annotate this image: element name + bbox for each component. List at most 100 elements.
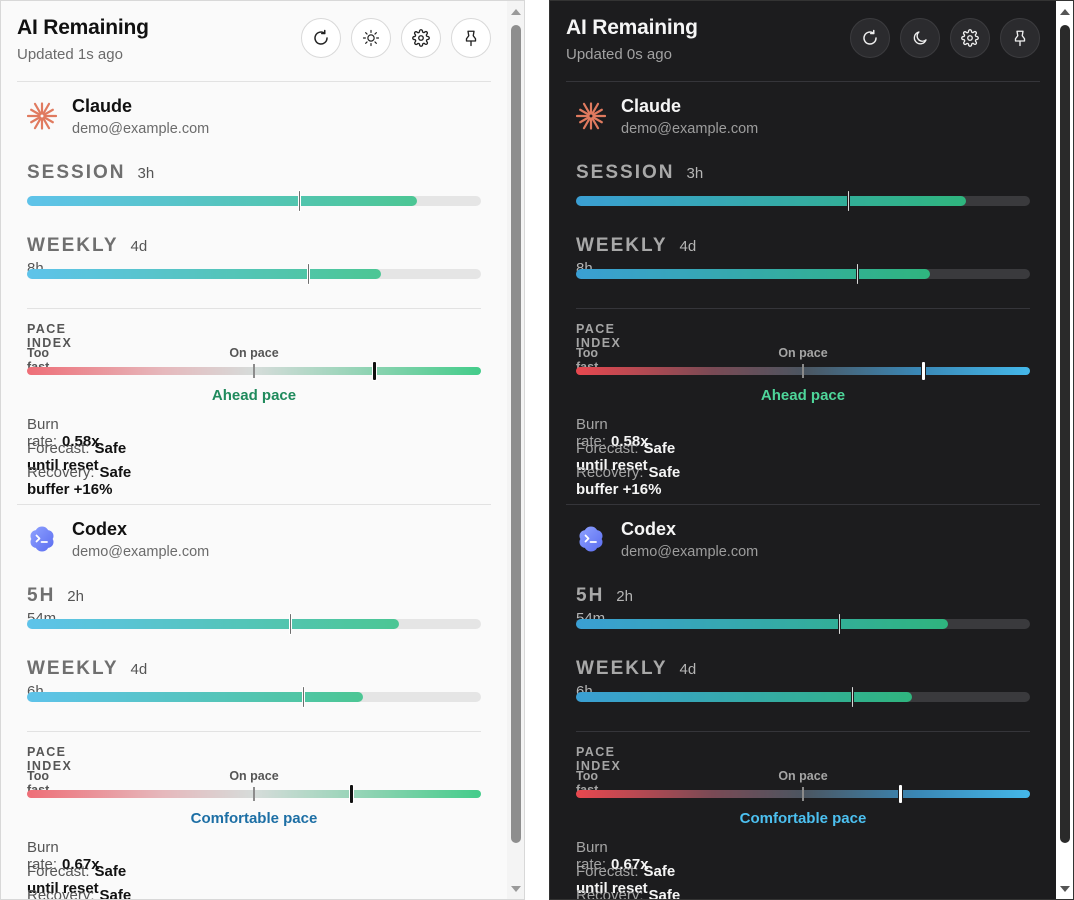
stat-row: Forecast: Safe until reset: [27, 440, 126, 474]
provider-divider: [17, 504, 491, 505]
pace-index-title: PACE INDEX: [27, 322, 73, 350]
stat-value: 0.67x: [62, 856, 100, 873]
pace-status: Comfortable pace: [190, 810, 318, 827]
stat-row: Burn rate: 0.58x: [27, 416, 100, 450]
pace-track: [576, 361, 1030, 381]
usage-bar: [27, 190, 481, 212]
theme-toggle-button[interactable]: [900, 18, 940, 58]
refresh-icon: [314, 29, 328, 45]
usage-bar-elapsed-marker: [302, 686, 306, 708]
provider-divider: [566, 504, 1040, 505]
provider-name: Codex: [72, 519, 128, 539]
header-divider: [566, 81, 1040, 82]
pace-on-pace-tick: [802, 787, 804, 801]
pace-index-title: PACE INDEX: [576, 745, 622, 773]
metric-reset-time: 3h: [137, 165, 155, 182]
usage-bar: [576, 190, 1030, 212]
codex-logo-icon: [579, 526, 603, 552]
metric-name: 5H: [576, 585, 605, 606]
provider-logo: [27, 524, 57, 554]
pace-scale-mid-label: On pace: [778, 769, 828, 783]
stat-key: Burn rate:: [576, 839, 608, 873]
moon-icon: [913, 31, 927, 45]
provider-email: demo@example.com: [72, 544, 210, 560]
pin-icon: [465, 30, 477, 47]
pace-status: Comfortable pace: [739, 810, 867, 827]
metric-name: 5H: [27, 585, 56, 606]
scroll-thumb[interactable]: [511, 25, 521, 843]
pace-status: Ahead pace: [760, 387, 846, 404]
widget-panel-light: AI Remaining Updated 1s ago Claude demo@e…: [0, 0, 525, 900]
panel-gap: [525, 0, 549, 900]
scroll-down-arrow[interactable]: [1060, 886, 1070, 892]
provider-name: Claude: [72, 96, 133, 116]
pin-button[interactable]: [451, 18, 491, 58]
refresh-button[interactable]: [301, 18, 341, 58]
stat-value: Safe buffer +16%: [576, 464, 681, 498]
scroll-up-arrow[interactable]: [511, 9, 521, 15]
codex-logo-icon: [30, 526, 54, 552]
pace-divider: [27, 731, 481, 732]
stat-value: Safe until reset: [576, 863, 676, 897]
scrollbar[interactable]: [1056, 1, 1073, 899]
stat-value: Safe buffer +16%: [27, 464, 132, 498]
metric-name: WEEKLY: [27, 235, 119, 256]
scroll-thumb[interactable]: [1060, 25, 1070, 843]
pace-divider: [576, 308, 1030, 309]
provider-logo: [26, 101, 58, 131]
pace-marker: [371, 361, 377, 381]
usage-bar-fill: [27, 269, 382, 279]
metric-reset-time: 3h: [686, 165, 704, 182]
usage-bar: [27, 263, 481, 285]
pin-button[interactable]: [1000, 18, 1040, 58]
stat-key: Recovery:: [576, 464, 644, 481]
gear-icon: [412, 29, 430, 47]
usage-bar-elapsed-marker: [297, 190, 301, 212]
stat-row: Forecast: Safe until reset: [576, 440, 675, 474]
pace-index-title: PACE INDEX: [27, 745, 73, 773]
settings-button[interactable]: [401, 18, 441, 58]
stat-value: 0.67x: [611, 856, 649, 873]
scrollbar[interactable]: [507, 1, 524, 899]
usage-bar-fill: [576, 619, 949, 629]
usage-bar-elapsed-marker: [837, 613, 841, 635]
usage-bar: [576, 686, 1030, 708]
claude-logo-icon: [26, 102, 58, 130]
provider-email: demo@example.com: [621, 544, 759, 560]
stat-row: Recovery: Safe buffer +13%: [576, 887, 681, 900]
pace-marker: [349, 784, 355, 804]
gear-icon: [961, 29, 979, 47]
stat-value: 0.58x: [611, 433, 649, 450]
claude-logo-icon: [575, 102, 607, 130]
provider-email: demo@example.com: [72, 121, 210, 137]
scroll-up-arrow[interactable]: [1060, 9, 1070, 15]
stat-value: Safe buffer +13%: [648, 887, 681, 900]
pace-status: Ahead pace: [211, 387, 297, 404]
stat-key: Burn rate:: [576, 416, 608, 450]
pace-track: [27, 784, 481, 804]
theme-toggle-button[interactable]: [351, 18, 391, 58]
usage-bar-fill: [576, 196, 967, 206]
usage-bar-fill: [576, 269, 931, 279]
stat-key: Burn rate:: [27, 839, 59, 873]
metric-name: WEEKLY: [27, 658, 119, 679]
stat-row: Burn rate: 0.67x: [576, 839, 649, 873]
scroll-down-arrow[interactable]: [511, 886, 521, 892]
usage-bar-elapsed-marker: [846, 190, 850, 212]
pace-marker: [898, 784, 904, 804]
header-divider: [17, 81, 491, 82]
panel-content: AI Remaining Updated 0s ago Claude demo@e…: [550, 1, 1058, 900]
pace-index-title: PACE INDEX: [576, 322, 622, 350]
stat-key: Forecast:: [576, 863, 639, 880]
pace-divider: [27, 308, 481, 309]
usage-bar-fill: [27, 196, 418, 206]
provider-email: demo@example.com: [621, 121, 759, 137]
stat-value: Safe until reset: [576, 440, 676, 474]
usage-bar-fill: [576, 692, 912, 702]
updated-status: Updated 1s ago: [17, 46, 123, 63]
settings-button[interactable]: [950, 18, 990, 58]
pin-icon: [1014, 30, 1026, 47]
refresh-button[interactable]: [850, 18, 890, 58]
